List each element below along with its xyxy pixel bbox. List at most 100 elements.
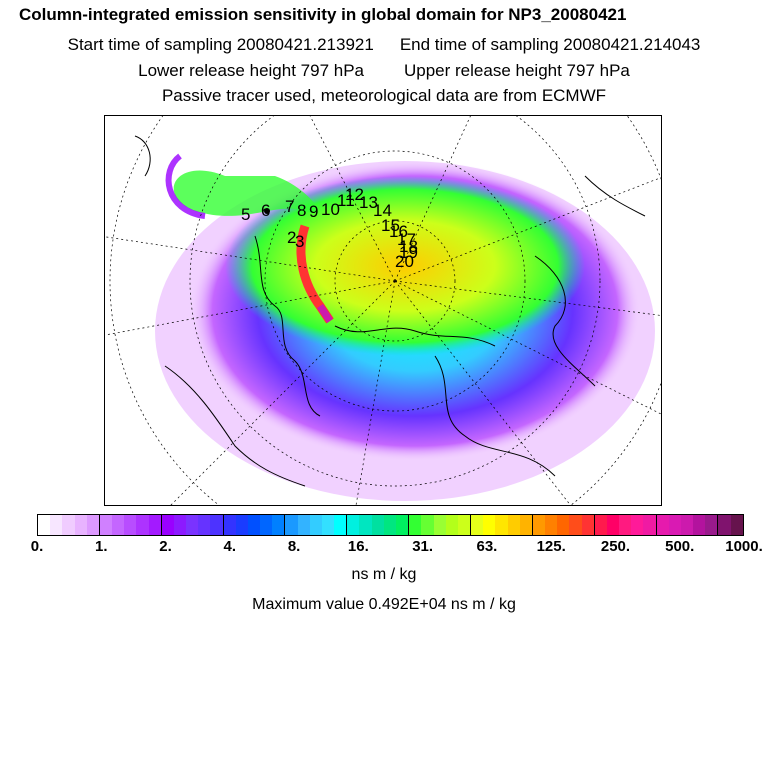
colorbar-segment (593, 515, 607, 535)
sampling-start: Start time of sampling 20080421.213921 (67, 35, 374, 54)
time-label: 10 (321, 200, 340, 219)
tracer-note: Passive tracer used, meteorological data… (161, 86, 607, 105)
colorbar-tick-label: 63. (476, 538, 498, 555)
colorbar-segment (198, 515, 211, 535)
time-label: 7 (285, 197, 294, 216)
colorbar-segment (545, 515, 558, 535)
time-label: 15 (381, 216, 400, 235)
colorbar-segment (148, 515, 161, 535)
colorbar-segment (445, 515, 458, 535)
colorbar-segment (730, 515, 743, 535)
colorbar-segment (210, 515, 223, 535)
time-label: 9 (309, 202, 318, 221)
colorbar-tick-label: 250. (600, 538, 631, 555)
time-label: 14 (373, 201, 392, 220)
colorbar-segment (717, 515, 731, 535)
colorbar-segment (433, 515, 446, 535)
plot-title: Column-integrated emission sensitivity i… (19, 5, 627, 24)
colorbar-segment (186, 515, 199, 535)
time-label: 16 (389, 222, 408, 241)
release-lower: Lower release height 797 hPa (138, 61, 364, 80)
colorbar-tick-label: 1000. (725, 538, 763, 555)
colorbar-tick-label: 31. (412, 538, 434, 555)
time-label: 13 (359, 193, 378, 212)
colorbar-segment (98, 515, 113, 535)
colorbar-segment (260, 515, 273, 535)
colorbar-segment (297, 515, 310, 535)
colorbar-segment (581, 515, 594, 535)
colorbar-segment (284, 515, 298, 535)
colorbar-tick-label: 16. (347, 538, 369, 555)
time-label: 2 (287, 228, 296, 247)
coastlines (134, 135, 646, 487)
colorbar-tick-label: 1. (95, 538, 108, 555)
time-label: 8 (297, 201, 306, 220)
map-svg: 5 6 7 8 9 10 11 12 13 14 15 16 17 18 19 … (105, 116, 661, 505)
time-label: 11 (337, 191, 355, 210)
time-label: 12 (345, 185, 364, 204)
time-label: 20 (395, 252, 414, 271)
colorbar-segment (74, 515, 87, 535)
colorbar-segment (507, 515, 520, 535)
maximum-value: Maximum value 0.492E+04 ns m / kg (252, 596, 516, 613)
colorbar-segment (519, 515, 532, 535)
sampling-times: Start time of sampling 20080421.213921 En… (0, 35, 768, 55)
colorbar-segment (557, 515, 570, 535)
colorbar-segment (655, 515, 669, 535)
colorbar-segment (606, 515, 620, 535)
time-label: 3 (295, 232, 304, 251)
colorbar-segment (309, 515, 322, 535)
colorbar-tick-label: 4. (223, 538, 237, 555)
time-label: 17 (397, 230, 416, 249)
colorbar-segment (272, 515, 285, 535)
colorbar-tick-label: 2. (159, 538, 172, 555)
plume-tail-edge (165, 153, 206, 219)
colorbar-segment (619, 515, 632, 535)
colorbar-segment (222, 515, 236, 535)
colorbar-segment (383, 515, 396, 535)
plume-tail (173, 170, 318, 216)
colorbar-segment (38, 515, 51, 535)
graticule (105, 116, 661, 505)
colorbar-segment (371, 515, 384, 535)
colorbar-tick-label: 125. (536, 538, 566, 555)
colorbar-segment (643, 515, 656, 535)
colorbar-segment (247, 515, 261, 535)
colorbar-segment (395, 515, 409, 535)
release-track (296, 224, 334, 324)
colorbar-segment (112, 515, 125, 535)
time-label: 18 (399, 237, 418, 256)
colorbar-segment (160, 515, 174, 535)
release-track-core (317, 304, 333, 323)
colorbar (37, 514, 744, 536)
colorbar-segment (421, 515, 434, 535)
colorbar-segment (124, 515, 137, 535)
colorbar-segment (408, 515, 422, 535)
colorbar-tick-label: 8. (287, 538, 301, 555)
colorbar-ticks: 0. 1. 2. 4. 8. 16. 31. 63. 125. 250. 500. 1000. (0, 538, 768, 558)
release-heights: Lower release height 797 hPa Upper releas… (0, 61, 768, 81)
colorbar-segment (705, 515, 718, 535)
colorbar-segment (86, 515, 99, 535)
time-labels: 5 6 7 8 9 10 11 12 13 14 15 16 17 18 19 … (241, 185, 418, 271)
colorbar-segment (50, 515, 63, 535)
colorbar-segment (334, 515, 347, 535)
sampling-end: End time of sampling 20080421.214043 (399, 35, 701, 54)
colorbar-segment (531, 515, 546, 535)
colorbar-segment (136, 515, 149, 535)
colorbar-units: ns m / kg (351, 566, 417, 583)
colorbar-segment (693, 515, 706, 535)
colorbar-segment (235, 515, 248, 535)
colorbar-segment (680, 515, 694, 535)
colorbar-segment (346, 515, 360, 535)
release-point (264, 208, 270, 214)
colorbar-segment (470, 515, 484, 535)
colorbar-segment (569, 515, 582, 535)
colorbar-segment (62, 515, 75, 535)
colorbar-tick-label: 500. (665, 538, 695, 555)
colorbar-segment (457, 515, 471, 535)
emission-sensitivity-map: 5 6 7 8 9 10 11 12 13 14 15 16 17 18 19 … (104, 115, 662, 506)
plume-core (225, 176, 585, 356)
colorbar-segment (631, 515, 644, 535)
colorbar-segment (668, 515, 681, 535)
